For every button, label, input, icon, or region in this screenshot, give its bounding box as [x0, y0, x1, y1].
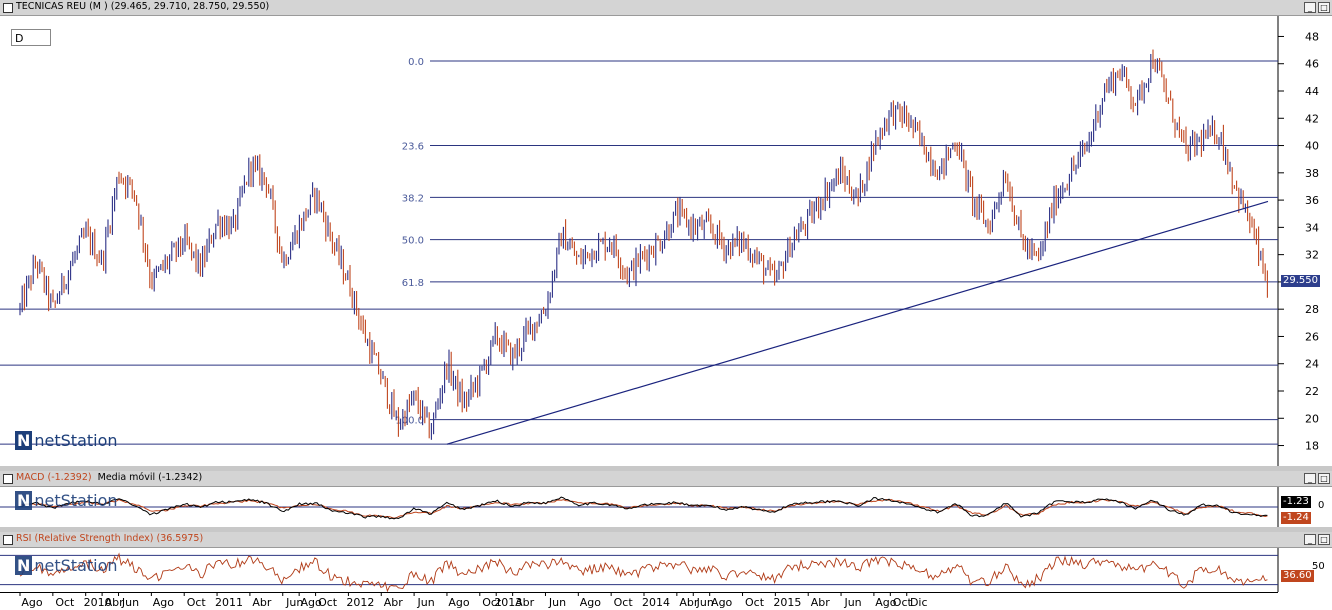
minimize-button[interactable]: _ [1304, 473, 1316, 484]
price-panel-title: TECNICAS REU (M ) (29.465, 29.710, 28.75… [16, 1, 270, 12]
rsi-panel-titlebar: RSI (Relative Strength Index) (36.5975) … [0, 532, 1332, 548]
x-tick-label: Ago [711, 596, 733, 609]
x-tick-label: Jun [548, 596, 566, 609]
y-tick-label: 46 [1305, 58, 1319, 71]
y-tick-label: 26 [1305, 330, 1319, 343]
netstation-logo-text: netStation [34, 556, 118, 575]
macd-signal-badge: -1.24 [1281, 512, 1311, 524]
x-tick-label: 2011 [215, 596, 243, 609]
x-tick-label: Ago [875, 596, 897, 609]
y-tick-label: 34 [1305, 221, 1319, 234]
period-selector[interactable]: D [11, 29, 51, 46]
rsi-badge: 36.60 [1281, 570, 1314, 582]
x-tick-label: Oct [482, 596, 502, 609]
x-tick-label: Ago [448, 596, 470, 609]
x-tick-label: Ago [580, 596, 602, 609]
y-tick-label: 42 [1305, 112, 1319, 125]
x-tick-label: Jun [121, 596, 139, 609]
maximize-button[interactable]: □ [1318, 473, 1330, 484]
y-tick-label: 38 [1305, 167, 1319, 180]
netstation-logo-mark: N [15, 556, 33, 575]
x-tick-label: 2010 [84, 596, 112, 609]
fib-level-label: 0.0 [408, 57, 424, 68]
fib-level-label: 50.0 [402, 236, 424, 247]
macd-badge: -1.23 [1281, 496, 1311, 508]
x-tick-label: Oct [318, 596, 338, 609]
x-tick-label: Abr [105, 596, 125, 609]
macd-signal-line [19, 498, 1268, 519]
fib-level-label: 61.8 [402, 278, 424, 289]
maximize-button[interactable]: □ [1318, 534, 1330, 545]
y-tick-label: 32 [1305, 249, 1319, 262]
y-tick-label: 44 [1305, 85, 1319, 98]
rsi-title: RSI (Relative Strength Index) (36.5975) [16, 533, 204, 544]
x-tick-label: Oct [745, 596, 765, 609]
panel-icon [3, 3, 13, 13]
x-tick-label: Oct [187, 596, 207, 609]
netstation-logo-text: netStation [34, 491, 118, 510]
macd-zero-label: 0 [1318, 500, 1325, 511]
trend-line [446, 200, 1269, 445]
y-tick-label: 20 [1305, 412, 1319, 425]
x-tick-label: Jun [843, 596, 861, 609]
netstation-logo-text: netStation [34, 431, 118, 450]
fib-level-label: 23.6 [402, 142, 424, 153]
panel-icon [3, 535, 13, 545]
macd-title-group: MACD (-1.2392) Media móvil (-1.2342) [16, 472, 202, 483]
panel-separator[interactable] [0, 466, 1332, 471]
x-tick-label: 2014 [642, 596, 670, 609]
rsi-line [19, 552, 1268, 592]
x-tick-label: 2015 [773, 596, 801, 609]
y-tick-label: 24 [1305, 358, 1319, 371]
x-tick-label: Dic [910, 596, 928, 609]
x-tick-label: Ago [301, 596, 323, 609]
macd-line [19, 496, 1268, 520]
x-tick-label: Abr [679, 596, 699, 609]
x-tick-label: Jun [285, 596, 303, 609]
x-tick-label: Jun [696, 596, 714, 609]
maximize-button[interactable]: □ [1318, 2, 1330, 13]
macd-panel-titlebar: MACD (-1.2392) Media móvil (-1.2342) _ □ [0, 471, 1332, 487]
x-tick-label: Oct [614, 596, 634, 609]
fib-level-label: 38.2 [402, 193, 424, 204]
macd-signal-title: Media móvil (-1.2342) [97, 472, 203, 483]
minimize-button[interactable]: _ [1304, 534, 1316, 545]
x-tick-label: Abr [384, 596, 404, 609]
x-tick-label: Abr [811, 596, 831, 609]
y-tick-label: 40 [1305, 140, 1319, 153]
rsi-chart[interactable] [0, 548, 1332, 592]
x-tick-label: Ago [21, 596, 43, 609]
panel-separator[interactable] [0, 527, 1332, 532]
netstation-logo-mark: N [15, 491, 33, 510]
x-tick-label: Abr [515, 596, 535, 609]
last-price-badge: 29.550 [1281, 275, 1320, 287]
y-tick-label: 22 [1305, 385, 1319, 398]
minimize-button[interactable]: _ [1304, 2, 1316, 13]
x-tick-label: Jun [417, 596, 435, 609]
macd-chart[interactable] [0, 487, 1332, 527]
rsi-level-label: 50 [1312, 561, 1325, 572]
netstation-logo-mark: N [15, 431, 33, 450]
y-tick-label: 36 [1305, 194, 1319, 207]
x-tick-label: 2013 [494, 596, 522, 609]
panel-icon [3, 474, 13, 484]
price-panel-titlebar: TECNICAS REU (M ) (29.465, 29.710, 28.75… [0, 0, 1332, 16]
fib-level-label: 100.0 [395, 416, 424, 427]
x-tick-label: 2012 [346, 596, 374, 609]
x-tick-label: Ago [153, 596, 175, 609]
x-tick-label: Oct [55, 596, 75, 609]
x-tick-label: Oct [893, 596, 913, 609]
y-tick-label: 18 [1305, 440, 1319, 453]
x-tick-label: Abr [252, 596, 272, 609]
y-tick-label: 28 [1305, 303, 1319, 316]
y-tick-label: 48 [1305, 30, 1319, 43]
macd-title: MACD (-1.2392) [16, 472, 92, 483]
